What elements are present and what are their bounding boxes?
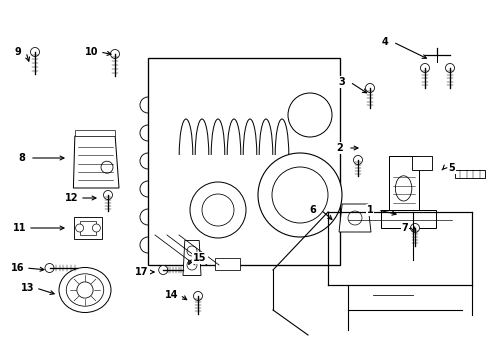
Bar — [80, 221, 96, 235]
Polygon shape — [338, 204, 370, 232]
Circle shape — [420, 63, 428, 72]
Circle shape — [101, 161, 113, 173]
Text: 3: 3 — [338, 77, 345, 87]
Circle shape — [287, 93, 331, 137]
Circle shape — [258, 153, 341, 237]
Text: 7: 7 — [401, 223, 407, 233]
Circle shape — [186, 260, 197, 270]
Polygon shape — [454, 170, 484, 178]
Text: 1: 1 — [366, 205, 373, 215]
Circle shape — [347, 211, 361, 225]
Circle shape — [190, 182, 245, 238]
Circle shape — [202, 194, 234, 226]
Circle shape — [193, 292, 202, 301]
Text: 4: 4 — [381, 37, 387, 47]
Circle shape — [365, 84, 374, 93]
Bar — [148, 58, 339, 265]
Circle shape — [103, 190, 112, 199]
Text: 6: 6 — [309, 205, 316, 215]
Polygon shape — [73, 136, 119, 188]
Text: 5: 5 — [447, 163, 454, 173]
Bar — [75, 130, 115, 136]
Circle shape — [186, 246, 197, 256]
Polygon shape — [74, 217, 102, 239]
Circle shape — [76, 224, 83, 232]
Circle shape — [92, 224, 100, 232]
Circle shape — [271, 167, 327, 223]
Text: 13: 13 — [21, 283, 35, 293]
Ellipse shape — [394, 176, 411, 201]
Circle shape — [77, 282, 93, 298]
Bar — [215, 258, 240, 270]
Circle shape — [445, 63, 453, 72]
Bar — [380, 210, 435, 228]
Text: 16: 16 — [11, 263, 25, 273]
Text: 10: 10 — [85, 47, 99, 57]
Circle shape — [159, 266, 167, 275]
Circle shape — [409, 224, 419, 233]
Text: 8: 8 — [19, 153, 25, 163]
Ellipse shape — [59, 267, 111, 312]
Text: 2: 2 — [336, 143, 343, 153]
Text: 14: 14 — [165, 290, 179, 300]
Bar — [411, 156, 431, 170]
Circle shape — [110, 50, 119, 59]
Bar — [388, 156, 418, 228]
Circle shape — [30, 48, 40, 57]
Text: 12: 12 — [65, 193, 79, 203]
Circle shape — [45, 264, 54, 273]
Text: 17: 17 — [135, 267, 148, 277]
Text: 9: 9 — [15, 47, 21, 57]
Ellipse shape — [66, 274, 103, 306]
Text: 11: 11 — [13, 223, 27, 233]
Text: 15: 15 — [193, 253, 206, 263]
Circle shape — [353, 156, 362, 165]
Polygon shape — [183, 240, 201, 275]
